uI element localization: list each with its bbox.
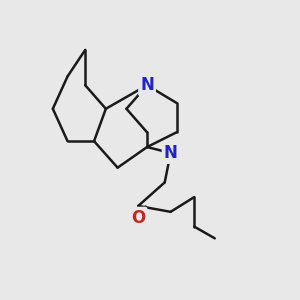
Text: N: N <box>140 76 154 94</box>
Text: N: N <box>164 144 178 162</box>
Text: O: O <box>131 209 145 227</box>
